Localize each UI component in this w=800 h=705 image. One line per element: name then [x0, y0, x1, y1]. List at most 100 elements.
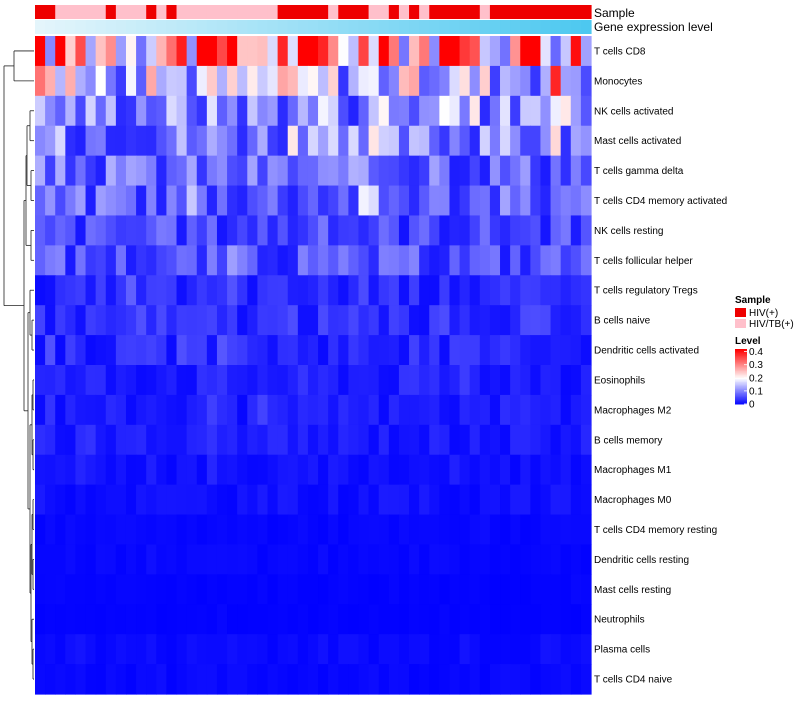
heatmap-cell [115, 215, 127, 246]
heatmap-cell [75, 574, 87, 605]
heatmap-cell [287, 574, 299, 605]
heatmap-cell [65, 664, 77, 695]
heatmap-cell [125, 574, 137, 605]
heatmap-cell [550, 65, 562, 97]
legend-gradient-step [735, 371, 747, 373]
heatmap-cell [500, 275, 511, 306]
row-label: NK cells activated [594, 106, 673, 117]
heatmap-cell [65, 365, 77, 396]
heatmap-cell [580, 36, 592, 67]
heatmap-cell [368, 604, 380, 635]
heatmap-cell [449, 335, 461, 366]
heatmap-cell [287, 544, 299, 575]
sample-annotation-cell [570, 5, 582, 19]
heatmap-cell [439, 514, 451, 546]
heatmap-cell [570, 335, 582, 366]
heatmap-cell [459, 155, 471, 187]
heatmap-cell [328, 95, 339, 127]
heatmap-cell [227, 365, 238, 396]
heatmap-cell [328, 36, 339, 67]
heatmap-cell [398, 65, 410, 97]
heatmap-cell [95, 544, 107, 575]
heatmap-cell [419, 125, 430, 157]
heatmap-cell [115, 454, 127, 486]
heatmap-cell [429, 215, 440, 246]
heatmap-cell [237, 664, 248, 695]
heatmap-cell [580, 275, 592, 306]
heatmap-cell [105, 95, 117, 127]
expression-annotation-cell [570, 20, 582, 34]
heatmap-cell [95, 36, 107, 67]
heatmap-cell [166, 574, 178, 605]
heatmap-cell [206, 574, 218, 605]
heatmap-cell [136, 424, 147, 456]
heatmap-cell [348, 305, 360, 336]
heatmap-cell [419, 454, 430, 486]
heatmap-cell [550, 335, 562, 366]
heatmap-cell [540, 305, 552, 336]
heatmap-cell [136, 514, 147, 546]
heatmap-cell [95, 125, 107, 157]
heatmap-cell [125, 245, 137, 276]
heatmap-cell [348, 95, 360, 127]
sample-annotation-cell [489, 5, 501, 19]
heatmap-cell [45, 544, 56, 575]
heatmap-cell [136, 544, 147, 575]
heatmap-cell [65, 394, 77, 426]
heatmap-cell [560, 275, 572, 306]
heatmap-cell [287, 275, 299, 306]
heatmap-cell [368, 95, 380, 127]
heatmap-cell [398, 424, 410, 456]
heatmap-cell [489, 365, 501, 396]
heatmap-cell [227, 514, 238, 546]
heatmap-cell [35, 664, 46, 695]
heatmap-cell [257, 65, 269, 97]
heatmap-cell [257, 634, 269, 665]
heatmap-cell [540, 604, 552, 635]
expression-annotation-cell [348, 20, 360, 34]
heatmap-cell [479, 245, 491, 276]
heatmap-cell [409, 394, 420, 426]
heatmap-cell [439, 604, 451, 635]
heatmap-cell [65, 454, 77, 486]
heatmap-cell [429, 305, 440, 336]
heatmap-cell [469, 664, 481, 695]
heatmap-cell [186, 514, 198, 546]
heatmap-cell [500, 424, 511, 456]
heatmap-cell [378, 305, 390, 336]
heatmap-cell [530, 634, 542, 665]
heatmap-cell [500, 484, 511, 516]
heatmap-cell [560, 664, 572, 695]
heatmap-cell [307, 544, 319, 575]
heatmap-cell [318, 185, 329, 217]
heatmap-cell [540, 335, 552, 366]
heatmap-cell [358, 335, 370, 366]
heatmap-cell [196, 305, 208, 336]
heatmap-cell [520, 365, 531, 396]
heatmap-cell [489, 394, 501, 426]
heatmap-cell [65, 95, 77, 127]
heatmap-cell [449, 65, 461, 97]
heatmap-cell [510, 365, 521, 396]
heatmap-cell [328, 155, 339, 187]
expression-annotation-cell [136, 20, 147, 34]
heatmap-cell [297, 634, 309, 665]
heatmap-cell [166, 634, 178, 665]
legend-gradient-step [735, 372, 747, 375]
heatmap-cell [287, 215, 299, 246]
sample-annotation-cell [45, 5, 56, 19]
heatmap-cell [328, 544, 339, 575]
heatmap-cell [358, 664, 370, 695]
expression-annotation-cell [520, 20, 531, 34]
heatmap-cell [125, 155, 137, 187]
heatmap-cell [55, 245, 66, 276]
legend-tick-label: 0.4 [749, 347, 763, 358]
heatmap-cell [510, 394, 521, 426]
sample-annotation-cell [85, 5, 97, 19]
heatmap-cell [560, 604, 572, 635]
heatmap-cell [125, 394, 137, 426]
heatmap-cell [55, 574, 66, 605]
heatmap-cell [65, 65, 77, 97]
sample-annotation-cell [530, 5, 542, 19]
heatmap-cell [570, 544, 582, 575]
